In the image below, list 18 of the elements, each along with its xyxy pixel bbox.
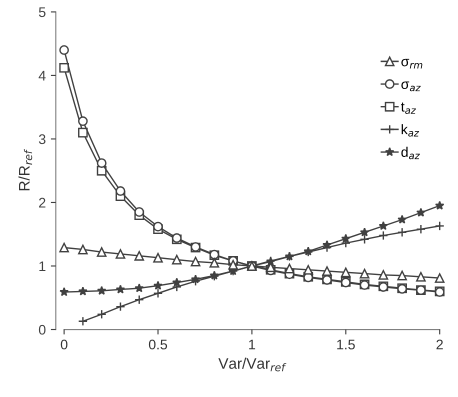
y-tick-label: 5: [38, 7, 46, 18]
y-tick-label: 3: [38, 134, 46, 144]
legend-label: σ$_{az}$: [401, 82, 421, 92]
y-tick-label: 2: [39, 198, 46, 208]
x-tick-label: 1: [249, 340, 256, 350]
legend-label: d$_{az}$: [401, 146, 420, 160]
x-tick-label: 1.5: [337, 340, 355, 350]
x-tick-label: 0.5: [148, 340, 168, 350]
y-axis-title: R/R$_{ref}$: [18, 149, 32, 190]
legend-label: t$_{az}$: [400, 102, 416, 114]
legend-label: k$_{az}$: [402, 124, 420, 137]
x-tick-label: 0: [60, 340, 68, 350]
y-tick-label: 4: [38, 70, 46, 80]
x-tick-label: 2: [436, 340, 443, 350]
x-axis-title: Var/Var$_{ref}$: [218, 358, 286, 372]
y-tick-label: 0: [38, 324, 46, 335]
y-tick-label: 1: [39, 261, 46, 272]
legend-label: σ$_{rm}$: [401, 58, 422, 68]
